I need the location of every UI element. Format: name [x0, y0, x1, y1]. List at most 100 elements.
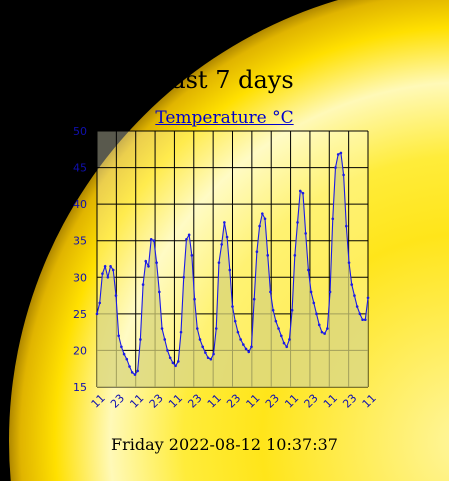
- data-point: [158, 290, 161, 294]
- data-point: [122, 352, 126, 356]
- data-point: [174, 364, 177, 368]
- x-tick-label: 11: [321, 392, 340, 411]
- data-point: [366, 296, 370, 300]
- data-point: [301, 191, 305, 195]
- data-point: [136, 369, 139, 373]
- data-point: [242, 343, 245, 346]
- chart-title-link[interactable]: Temperature °C: [155, 108, 294, 128]
- data-point: [103, 265, 107, 268]
- y-tick-label: 50: [73, 125, 87, 138]
- data-point: [363, 318, 367, 322]
- data-point: [163, 338, 167, 341]
- data-point: [109, 265, 112, 268]
- data-point: [304, 232, 307, 235]
- data-point: [114, 294, 118, 297]
- data-point: [133, 373, 137, 376]
- data-point: [231, 305, 234, 308]
- data-point: [233, 319, 237, 323]
- timestamp: Friday 2022-08-12 10:37:37: [111, 435, 338, 454]
- data-point: [209, 357, 213, 361]
- data-point: [225, 235, 229, 239]
- data-point: [228, 268, 232, 272]
- data-point: [239, 338, 242, 341]
- data-point: [120, 345, 123, 349]
- x-tick-label: 23: [224, 392, 243, 411]
- data-point: [168, 356, 172, 360]
- data-point: [171, 361, 175, 365]
- data-point: [187, 233, 191, 237]
- data-point: [193, 297, 196, 301]
- data-point: [334, 166, 337, 169]
- data-point: [95, 312, 99, 316]
- y-tick-label: 20: [73, 344, 87, 357]
- data-point: [201, 345, 204, 349]
- data-point: [244, 347, 248, 351]
- data-point: [258, 224, 261, 228]
- data-point: [117, 334, 120, 338]
- data-point: [220, 243, 223, 246]
- data-point: [307, 268, 310, 272]
- data-point: [279, 334, 283, 338]
- data-point: [320, 330, 324, 334]
- data-point: [312, 301, 316, 305]
- x-tick-label: 11: [282, 392, 301, 411]
- data-point: [263, 217, 267, 221]
- data-point: [152, 239, 156, 243]
- data-point: [149, 237, 153, 241]
- data-point: [328, 290, 332, 294]
- data-point: [185, 237, 188, 241]
- y-tick-label: 40: [73, 198, 87, 211]
- data-point: [195, 327, 199, 330]
- data-point: [101, 272, 104, 275]
- data-point: [147, 265, 150, 268]
- y-axis-ticks: 15 20 25 30 35 40 45 50: [73, 125, 87, 394]
- page-title: Last 7 days: [155, 66, 294, 94]
- x-tick-label: 11: [166, 392, 185, 411]
- x-tick-label: 23: [108, 392, 127, 411]
- x-tick-label: 23: [185, 392, 204, 411]
- data-point: [290, 308, 294, 312]
- x-tick-label: 11: [360, 392, 379, 411]
- data-point: [98, 301, 102, 305]
- y-tick-label: 30: [73, 271, 87, 284]
- data-point: [252, 297, 256, 301]
- data-point: [204, 351, 207, 354]
- data-point: [214, 327, 218, 330]
- data-point: [160, 327, 164, 330]
- data-point: [347, 261, 351, 264]
- data-point: [179, 330, 183, 334]
- data-point: [111, 268, 115, 272]
- temperature-area-fill: [97, 152, 368, 387]
- data-point: [361, 318, 364, 322]
- x-axis-ticks: 11 23 11 23 11 23 11 23 11 23 11 23 11 23 11: [89, 392, 379, 411]
- data-point: [309, 290, 313, 294]
- data-point: [323, 332, 326, 335]
- y-tick-label: 45: [73, 162, 87, 175]
- y-tick-label: 35: [73, 235, 87, 248]
- data-point: [182, 275, 186, 279]
- data-point: [353, 294, 356, 297]
- data-point: [217, 261, 221, 264]
- data-point: [190, 254, 194, 257]
- x-tick-label: 23: [302, 392, 321, 411]
- data-point: [355, 305, 359, 308]
- data-point: [350, 283, 354, 286]
- data-point: [128, 365, 131, 368]
- data-point: [166, 349, 169, 352]
- data-point: [266, 254, 270, 257]
- data-point: [342, 173, 345, 177]
- data-point: [298, 189, 302, 193]
- data-point: [139, 338, 142, 341]
- y-tick-label: 15: [73, 381, 87, 394]
- data-point: [274, 319, 278, 323]
- data-point: [293, 254, 297, 257]
- data-point: [125, 357, 129, 361]
- data-point: [141, 283, 145, 286]
- data-point: [236, 330, 240, 334]
- data-point: [212, 352, 215, 356]
- data-point: [144, 259, 148, 263]
- data-point: [326, 327, 329, 330]
- data-point: [317, 323, 321, 327]
- data-point: [336, 153, 340, 156]
